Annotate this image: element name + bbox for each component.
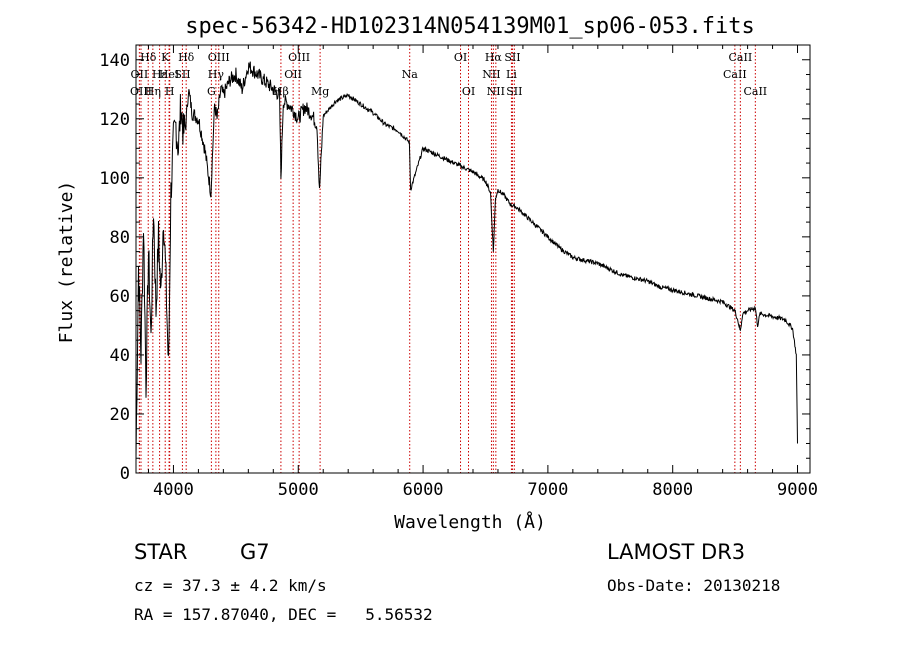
spectral-line-label: H (165, 85, 175, 98)
y-tick-label: 80 (110, 228, 130, 248)
spectral-line-label: Li (506, 68, 517, 81)
survey-name: LAMOST DR3 (607, 540, 746, 564)
x-axis-ticks: 4000 5000 6000 7000 8000 9000 (147, 45, 818, 500)
spectral-line-label: OIII (288, 51, 310, 64)
spectral-line-label: OI (462, 85, 475, 98)
spectral-line-label: Hε (152, 68, 168, 81)
spectral-line-label: OIII (208, 51, 230, 64)
spectral-line-label: CaII (723, 68, 747, 81)
spectral-line-label: Na (402, 68, 419, 81)
spectral-line-label: Hβ (273, 85, 289, 98)
spectral-line-label: Hγ (208, 68, 225, 81)
x-tick-label: 5000 (278, 480, 319, 500)
spectral-line-label: NII (482, 68, 500, 81)
spectrum-series (135, 61, 798, 459)
spectral-line-markers (138, 45, 756, 473)
spectrum-line (135, 61, 798, 459)
y-tick-label: 40 (110, 346, 130, 366)
object-class: STAR (134, 540, 188, 564)
spectral-line-label: OIII (130, 85, 152, 98)
x-tick-label: 6000 (403, 480, 444, 500)
spectral-line-label: G (207, 85, 216, 98)
x-tick-label: 9000 (777, 480, 818, 500)
redshift-velocity: cz = 37.3 ± 4.2 km/s (134, 576, 327, 595)
spectral-line-label: Hη (145, 85, 161, 98)
spectral-line-label: Mg (311, 85, 329, 98)
y-tick-label: 0 (120, 464, 130, 484)
y-tick-label: 140 (99, 51, 130, 71)
spectral-line-label: CaII (729, 51, 753, 64)
object-subclass: G7 (240, 540, 270, 564)
spectral-line-label: NII (487, 85, 505, 98)
y-axis-label: Flux (relative) (56, 181, 77, 344)
spectral-line-label: Hδ (178, 51, 195, 64)
spectral-line-label: Hδ (140, 51, 157, 64)
spectral-line-label: Hα (485, 51, 503, 64)
y-axis-ticks: 0 20 40 60 80 100 120 140 (99, 44, 810, 484)
y-tick-label: 20 (110, 405, 130, 425)
plot-frame (135, 44, 811, 474)
spectral-line-label: CaII (743, 85, 767, 98)
spectral-line-label: SII (174, 68, 190, 81)
spectral-line-label: K (161, 51, 170, 64)
spectral-line-label: OI (454, 51, 467, 64)
chart-title: spec-56342-HD102314N054139M01_sp06-053.f… (185, 14, 755, 39)
spectral-line-label: OII (284, 68, 302, 81)
x-tick-label: 7000 (527, 480, 568, 500)
spectral-line-label: SII (506, 85, 522, 98)
ra-dec-coordinates: RA = 157.87040, DEC = 5.56532 (134, 605, 433, 624)
y-tick-label: 60 (110, 287, 130, 307)
spectral-line-label: SII (504, 51, 520, 64)
spectral-line-label: OII (131, 68, 149, 81)
y-tick-label: 100 (99, 169, 130, 189)
observation-date: Obs-Date: 20130218 (607, 576, 781, 595)
spectral-line-label: HeI (159, 68, 179, 81)
y-tick-label: 120 (99, 110, 130, 130)
x-tick-label: 4000 (153, 480, 194, 500)
x-axis-label: Wavelength (Å) (394, 511, 546, 533)
x-tick-label: 8000 (652, 480, 693, 500)
